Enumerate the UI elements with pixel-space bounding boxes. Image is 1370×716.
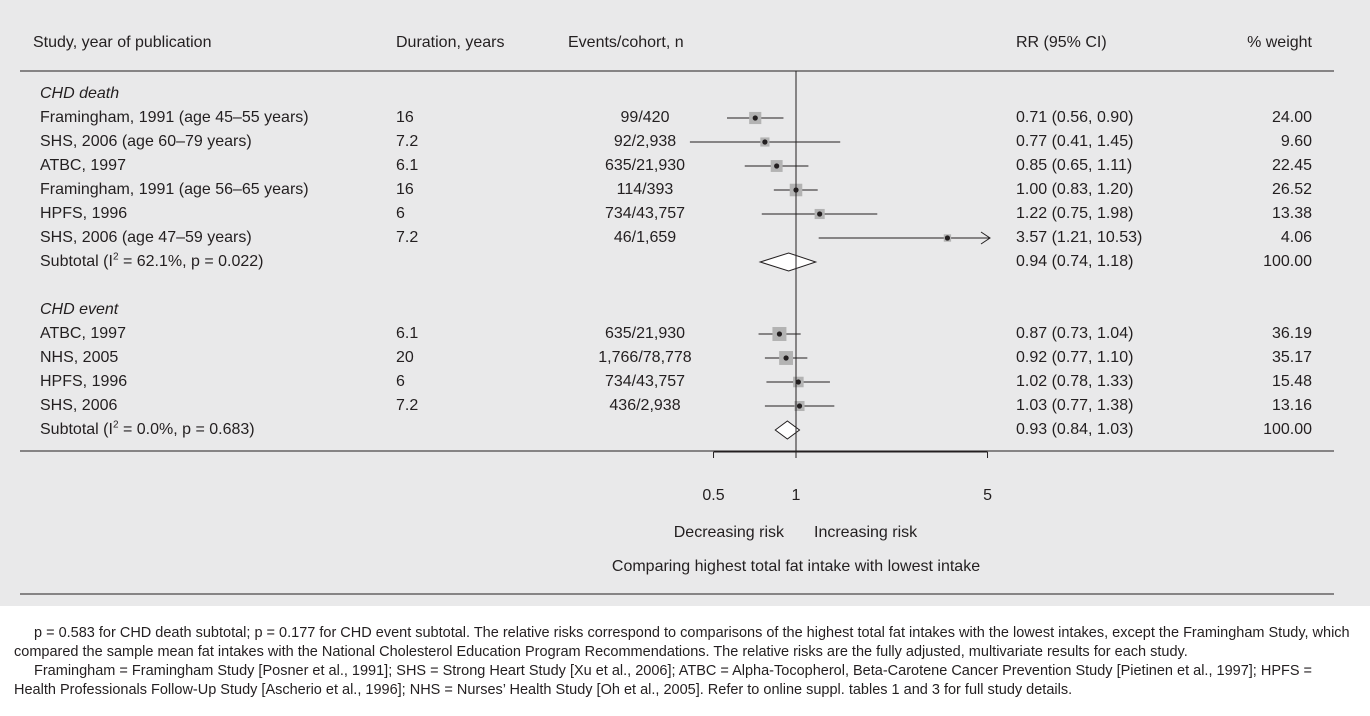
duration-value: 16: [396, 181, 414, 198]
header-weight: % weight: [1247, 34, 1312, 51]
group-label: CHD event: [40, 301, 119, 318]
point-estimate: [774, 163, 780, 169]
study-name: SHS, 2006 (age 60–79 years): [40, 133, 252, 150]
point-estimate: [944, 235, 951, 241]
footnote-paragraph-2: Framingham = Framingham Study [Posner et…: [14, 663, 1313, 698]
events-value: 734/43,757: [604, 373, 686, 390]
duration-value: 16: [396, 109, 414, 126]
rr-ci-value: 1.00 (0.83, 1.20): [1016, 181, 1134, 198]
subtotal-weight: 100.00: [1263, 421, 1312, 438]
subtotal-label-post: = 0.0%, p = 0.683): [118, 421, 255, 438]
header-events: Events/cohort, n: [568, 34, 684, 51]
duration-value: 7.2: [396, 133, 419, 150]
study-name: Framingham, 1991 (age 45–55 years): [40, 109, 309, 126]
events-value: 46/1,659: [613, 229, 677, 246]
point-estimate: [795, 379, 801, 385]
subtotal-label: Subtotal (I2 = 62.1%, p = 0.022): [40, 252, 264, 272]
weight-value: 4.06: [1280, 229, 1312, 246]
x-tick-label: 0.5: [702, 487, 725, 504]
axis-caption: Comparing highest total fat intake with …: [611, 558, 981, 575]
x-tick-label: 1: [791, 487, 801, 504]
subtotal-label: Subtotal (I2 = 0.0%, p = 0.683): [40, 420, 255, 440]
footnote: p = 0.583 for CHD death subtotal; p = 0.…: [14, 624, 1354, 700]
weight-value: 13.16: [1271, 397, 1312, 414]
subtotal-label-post: = 62.1%, p = 0.022): [118, 253, 264, 270]
forest-plot-svg: [20, 70, 1334, 595]
subtotal-rr-ci: 0.93 (0.84, 1.03): [1016, 421, 1134, 438]
duration-value: 6: [396, 205, 405, 222]
increasing-risk-label: Increasing risk: [814, 524, 918, 541]
weight-value: 35.17: [1271, 349, 1312, 366]
rr-ci-value: 0.71 (0.56, 0.90): [1016, 109, 1134, 126]
subtotal-rr-ci: 0.94 (0.74, 1.18): [1016, 253, 1134, 270]
rr-ci-value: 0.87 (0.73, 1.04): [1016, 325, 1134, 342]
rr-ci-value: 1.03 (0.77, 1.38): [1016, 397, 1134, 414]
subtotal-label-sup: 2: [112, 419, 119, 431]
rr-ci-value: 3.57 (1.21, 10.53): [1016, 229, 1143, 246]
weight-value: 36.19: [1271, 325, 1312, 342]
point-estimate: [817, 211, 823, 217]
weight-value: 15.48: [1271, 373, 1312, 390]
header-rr: RR (95% CI): [1016, 34, 1107, 51]
weight-value: 26.52: [1271, 181, 1312, 198]
rr-ci-value: 0.92 (0.77, 1.10): [1016, 349, 1134, 366]
weight-value: 13.38: [1271, 205, 1312, 222]
point-estimate: [776, 331, 783, 337]
subtotal-label-pre: Subtotal (I: [40, 253, 113, 270]
rr-ci-value: 1.22 (0.75, 1.98): [1016, 205, 1134, 222]
events-value: 92/2,938: [613, 133, 677, 150]
study-name: SHS, 2006: [40, 397, 118, 414]
subtotal-label-pre: Subtotal (I: [40, 421, 113, 438]
events-value: 114/393: [616, 181, 674, 198]
ci-arrow: [980, 231, 991, 245]
point-estimate: [796, 403, 803, 409]
rr-ci-value: 1.02 (0.78, 1.33): [1016, 373, 1134, 390]
weight-value: 9.60: [1280, 133, 1312, 150]
header-study: Study, year of publication: [33, 34, 212, 51]
study-name: HPFS, 1996: [40, 205, 128, 222]
study-name: ATBC, 1997: [40, 325, 126, 342]
point-estimate: [762, 139, 768, 145]
x-tick-label: 5: [983, 487, 992, 504]
footnote-paragraph-1: p = 0.583 for CHD death subtotal; p = 0.…: [14, 625, 1350, 660]
point-estimate: [783, 355, 789, 361]
duration-value: 6.1: [396, 157, 419, 174]
study-name: NHS, 2005: [40, 349, 119, 366]
events-value: 734/43,757: [604, 205, 686, 222]
subtotal-weight: 100.00: [1263, 253, 1312, 270]
rr-ci-value: 0.77 (0.41, 1.45): [1016, 133, 1134, 150]
duration-value: 7.2: [396, 397, 419, 414]
events-value: 635/21,930: [604, 157, 686, 174]
forest-plot-panel: [0, 0, 1370, 606]
duration-value: 20: [396, 349, 414, 366]
events-value: 99/420: [620, 109, 670, 126]
events-value: 635/21,930: [604, 325, 686, 342]
events-value: 1,766/78,778: [598, 349, 692, 366]
events-value: 436/2,938: [609, 397, 681, 414]
group-label: CHD death: [40, 85, 120, 102]
subtotal-diamond: [758, 252, 818, 272]
duration-value: 6.1: [396, 325, 419, 342]
duration-value: 7.2: [396, 229, 419, 246]
study-name: SHS, 2006 (age 47–59 years): [40, 229, 252, 246]
subtotal-diamond: [774, 420, 801, 440]
rr-ci-value: 0.85 (0.65, 1.11): [1016, 157, 1133, 174]
study-name: HPFS, 1996: [40, 373, 128, 390]
decreasing-risk-label: Decreasing risk: [673, 524, 784, 541]
study-name: Framingham, 1991 (age 56–65 years): [40, 181, 309, 198]
weight-value: 22.45: [1271, 157, 1312, 174]
subtotal-label-sup: 2: [112, 251, 119, 263]
duration-value: 6: [396, 373, 405, 390]
study-name: ATBC, 1997: [40, 157, 126, 174]
header-duration: Duration, years: [396, 34, 505, 51]
point-estimate: [752, 115, 758, 121]
weight-value: 24.00: [1271, 109, 1312, 126]
